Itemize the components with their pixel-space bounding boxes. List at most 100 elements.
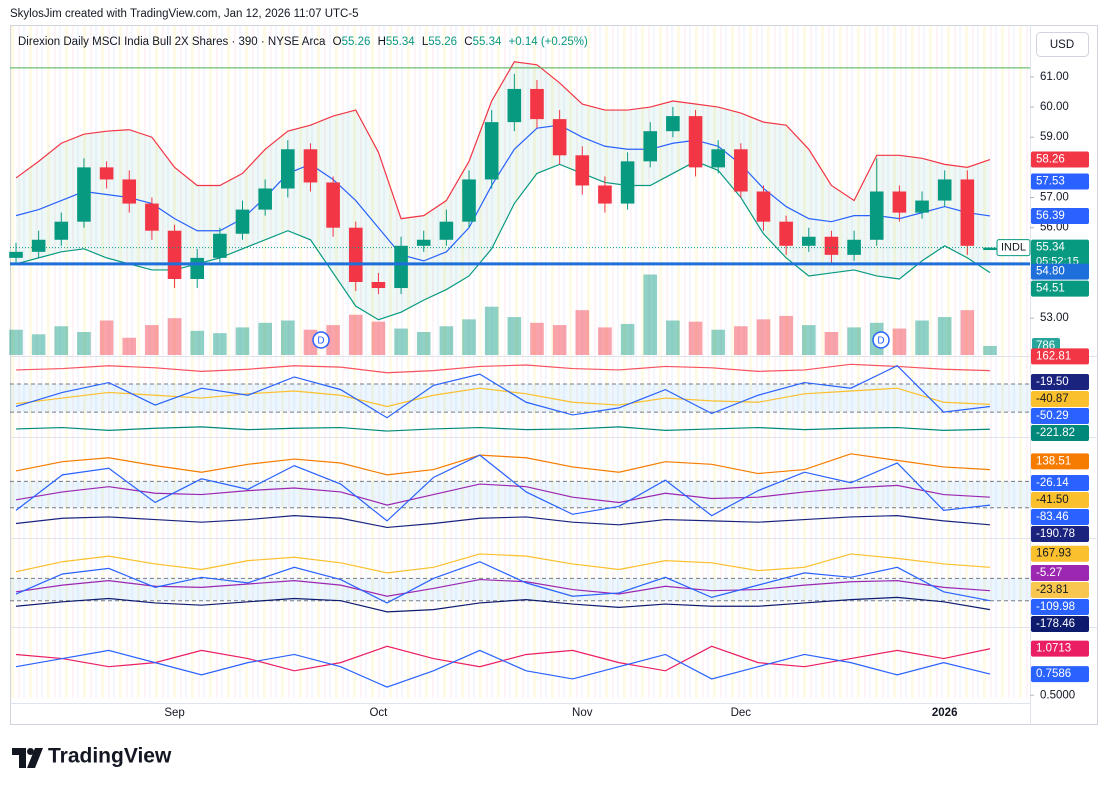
- dividend-marker[interactable]: D: [872, 331, 890, 349]
- price-tag: [1031, 666, 1089, 683]
- volume-bar: [326, 325, 340, 355]
- price-tag-label: -26.14: [1036, 477, 1069, 489]
- price-tag: [1031, 280, 1089, 297]
- price-tag-label: -23.81: [1036, 584, 1069, 596]
- candle-body: [31, 239, 46, 252]
- price-tag-label: 162.81: [1036, 350, 1071, 362]
- candle-body: [439, 221, 454, 240]
- price-tag-label: -190.78: [1036, 528, 1075, 540]
- candle-body: [688, 116, 703, 168]
- indicator-line: [15, 363, 991, 374]
- ohlc-label: C: [464, 36, 472, 48]
- dividend-circle[interactable]: [872, 331, 890, 349]
- volume-bar: [394, 328, 408, 355]
- symbol-tag: [996, 239, 1031, 257]
- dividend-marker[interactable]: D: [312, 331, 330, 349]
- plot-layer: 61.00 60.00 59.00 57.00 56.00 53.00 0.5000: [9, 61, 1075, 701]
- candle-body: [484, 122, 499, 180]
- change: +0.14 (+0.25%): [509, 36, 588, 48]
- price-tag-label: -109.98: [1036, 601, 1075, 613]
- dividend-label[interactable]: D: [317, 336, 324, 347]
- dividend-circle[interactable]: [312, 331, 330, 349]
- volume-bar: [620, 323, 635, 355]
- indicator-line: [15, 578, 991, 597]
- price-tag: [1031, 425, 1089, 441]
- candle-body: [77, 167, 91, 222]
- y-tick-label: 57.00: [1040, 192, 1069, 204]
- band-line: [15, 124, 991, 262]
- volume-bar: [54, 326, 69, 355]
- price-tag-label: -221.82: [1036, 427, 1075, 439]
- dividend-label[interactable]: D: [877, 336, 884, 347]
- attribution: SkylosJim created with TradingView.com, …: [10, 8, 359, 20]
- price-tag: [1031, 526, 1089, 542]
- price-tag: [1031, 565, 1089, 581]
- volume-bar: [666, 320, 680, 355]
- volume-bar: [9, 329, 23, 355]
- candle-body: [711, 149, 725, 168]
- price-tag: [1031, 599, 1089, 615]
- symbol-tag-label: INDL: [1001, 242, 1026, 254]
- candle-body: [575, 155, 590, 186]
- logo: [12, 748, 43, 768]
- candle-body: [824, 236, 839, 255]
- candle-body: [167, 230, 182, 279]
- indicator-line: [15, 649, 991, 688]
- price-tag: [1031, 408, 1089, 424]
- x-tick-label: Dec: [731, 707, 752, 719]
- price-tag-label: 54.51: [1036, 283, 1065, 295]
- volume-bar: [190, 330, 205, 355]
- volume-bar: [416, 332, 431, 355]
- price-tag: [1031, 263, 1089, 280]
- volume-bar: [892, 328, 907, 355]
- volume-bar: [960, 310, 975, 355]
- volume-bar: [801, 325, 816, 355]
- candle-body: [847, 239, 861, 255]
- candle-body: [779, 221, 793, 246]
- candle-body: [915, 200, 929, 213]
- candle-body: [960, 179, 975, 246]
- level-fill: [10, 481, 1030, 508]
- band-fill: [16, 61, 990, 320]
- chart-frame: [10, 25, 1098, 725]
- candle-body: [326, 182, 340, 228]
- candle-body: [937, 179, 952, 201]
- logo-shape: [12, 748, 26, 768]
- volume-bar: [258, 322, 272, 355]
- x-tick-label: 2026: [932, 707, 958, 719]
- volume-bar: [575, 310, 590, 355]
- candle-body: [598, 185, 612, 204]
- price-tag: [1031, 173, 1089, 190]
- volume-bar: [824, 332, 839, 355]
- candle-body: [258, 188, 272, 210]
- volume-bar: [779, 315, 793, 355]
- candle-body: [281, 149, 295, 189]
- price-tag: [1031, 391, 1089, 407]
- price-tag-label: 55.34: [1036, 242, 1065, 254]
- candle-body: [462, 179, 476, 222]
- volume-bar: [371, 321, 386, 355]
- indicator-line: [15, 515, 991, 529]
- volume-bar: [552, 325, 567, 355]
- indicator-line: [15, 553, 991, 574]
- band-line: [15, 61, 991, 220]
- price-tag-label: -19.50: [1036, 376, 1069, 388]
- level-fill: [10, 578, 1030, 601]
- currency-button[interactable]: [1036, 32, 1089, 57]
- price-tag-label: 56.39: [1036, 210, 1065, 222]
- currency-label[interactable]: USD: [1050, 39, 1074, 51]
- volume-bar: [122, 337, 137, 355]
- price-tag: [1031, 492, 1089, 508]
- price-tag-label: 58.26: [1036, 154, 1065, 166]
- price-tag-label: 0.7586: [1036, 668, 1071, 680]
- candle-body: [371, 282, 386, 289]
- candle-body: [666, 116, 680, 132]
- volume-bar: [235, 327, 250, 355]
- price-tag-label: 57.53: [1036, 176, 1065, 188]
- volume-bar: [31, 334, 46, 355]
- candle-body: [54, 221, 69, 240]
- volume-bar: [77, 332, 91, 355]
- candle-body: [643, 131, 658, 162]
- candle-body: [756, 191, 771, 222]
